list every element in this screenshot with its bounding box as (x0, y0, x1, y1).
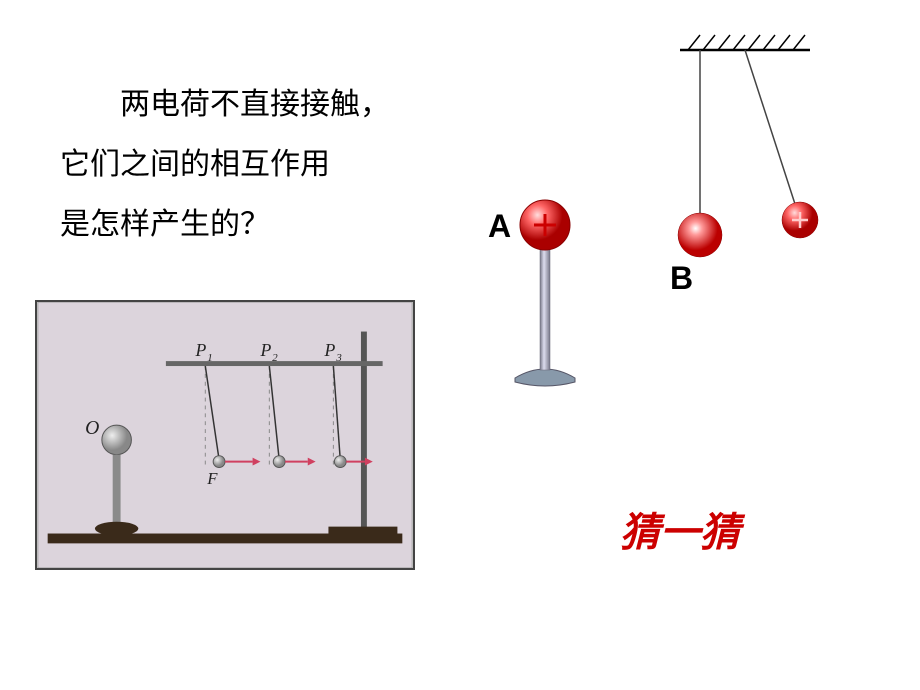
label-A: A (488, 208, 511, 245)
ceiling (680, 35, 810, 50)
label-B: B (670, 260, 693, 297)
ball-B (678, 213, 722, 257)
pendulum-C (745, 50, 818, 238)
pendulum-B (678, 50, 722, 257)
stand-A (515, 200, 575, 386)
guess-text: 猜一猜 (620, 500, 740, 558)
charge-diagram (0, 0, 920, 690)
